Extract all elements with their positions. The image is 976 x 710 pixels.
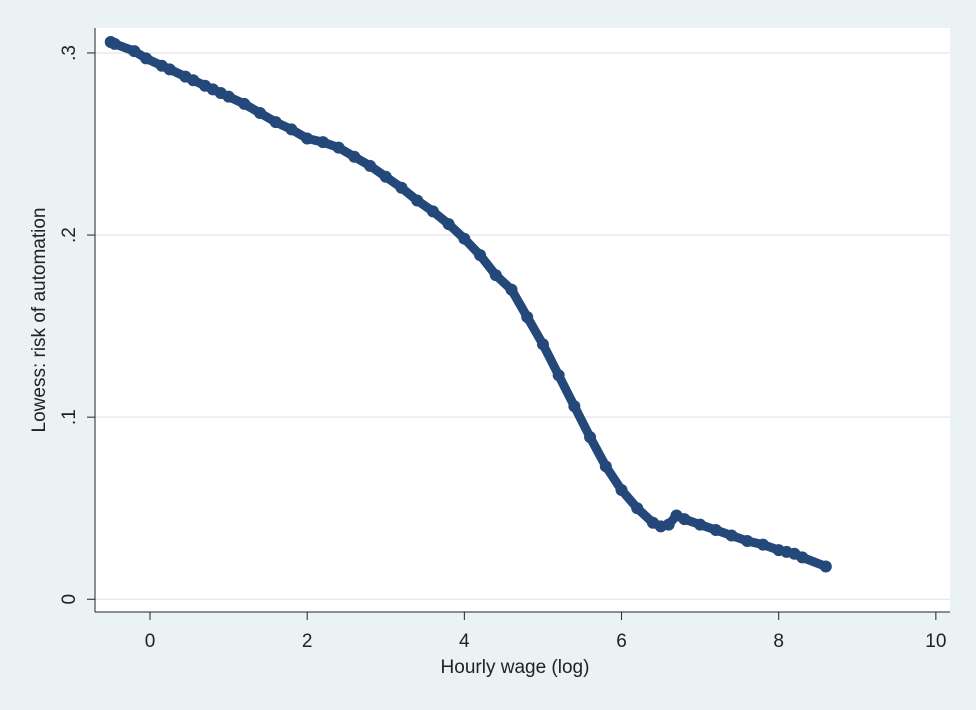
point — [379, 170, 392, 183]
point — [108, 37, 121, 50]
point — [489, 269, 502, 282]
point — [474, 249, 487, 262]
point — [332, 141, 345, 154]
point — [662, 518, 675, 531]
point — [678, 513, 691, 526]
x-axis-label: Hourly wage (log) — [441, 657, 590, 678]
point — [222, 90, 235, 103]
x-tick-label: 8 — [773, 631, 784, 652]
point — [756, 538, 769, 551]
x-tick-label: 4 — [459, 631, 470, 652]
point — [364, 159, 377, 172]
point — [269, 116, 282, 129]
x-tick-label: 6 — [616, 631, 627, 652]
point — [521, 310, 534, 323]
point — [615, 483, 628, 496]
y-axis-label: Lowess: risk of automation — [29, 208, 50, 433]
point — [163, 63, 176, 76]
point — [584, 431, 597, 444]
point — [348, 150, 361, 163]
point — [819, 560, 832, 573]
point — [128, 45, 141, 58]
x-tick-label: 2 — [302, 631, 313, 652]
point — [505, 283, 518, 296]
point — [552, 369, 565, 382]
x-tick-label: 10 — [925, 631, 946, 652]
point — [631, 502, 644, 515]
point — [395, 181, 408, 194]
point — [301, 132, 314, 145]
y-tick-label: 0 — [59, 594, 80, 605]
point — [411, 194, 424, 207]
point — [442, 218, 455, 231]
point — [599, 460, 612, 473]
y-tick-label: .1 — [59, 409, 80, 425]
point — [796, 551, 809, 564]
y-tick-label: .3 — [59, 45, 80, 61]
point — [285, 123, 298, 136]
point — [187, 74, 200, 87]
point — [741, 534, 754, 547]
x-tick-label: 0 — [145, 631, 156, 652]
y-tick-label: .2 — [59, 227, 80, 243]
point — [709, 524, 722, 537]
point — [426, 205, 439, 218]
point — [568, 400, 581, 413]
point — [254, 107, 267, 120]
point — [316, 136, 329, 149]
point — [458, 232, 471, 245]
point — [694, 518, 707, 531]
point — [238, 97, 251, 110]
point — [725, 529, 738, 542]
point — [536, 338, 549, 351]
point — [140, 52, 153, 65]
